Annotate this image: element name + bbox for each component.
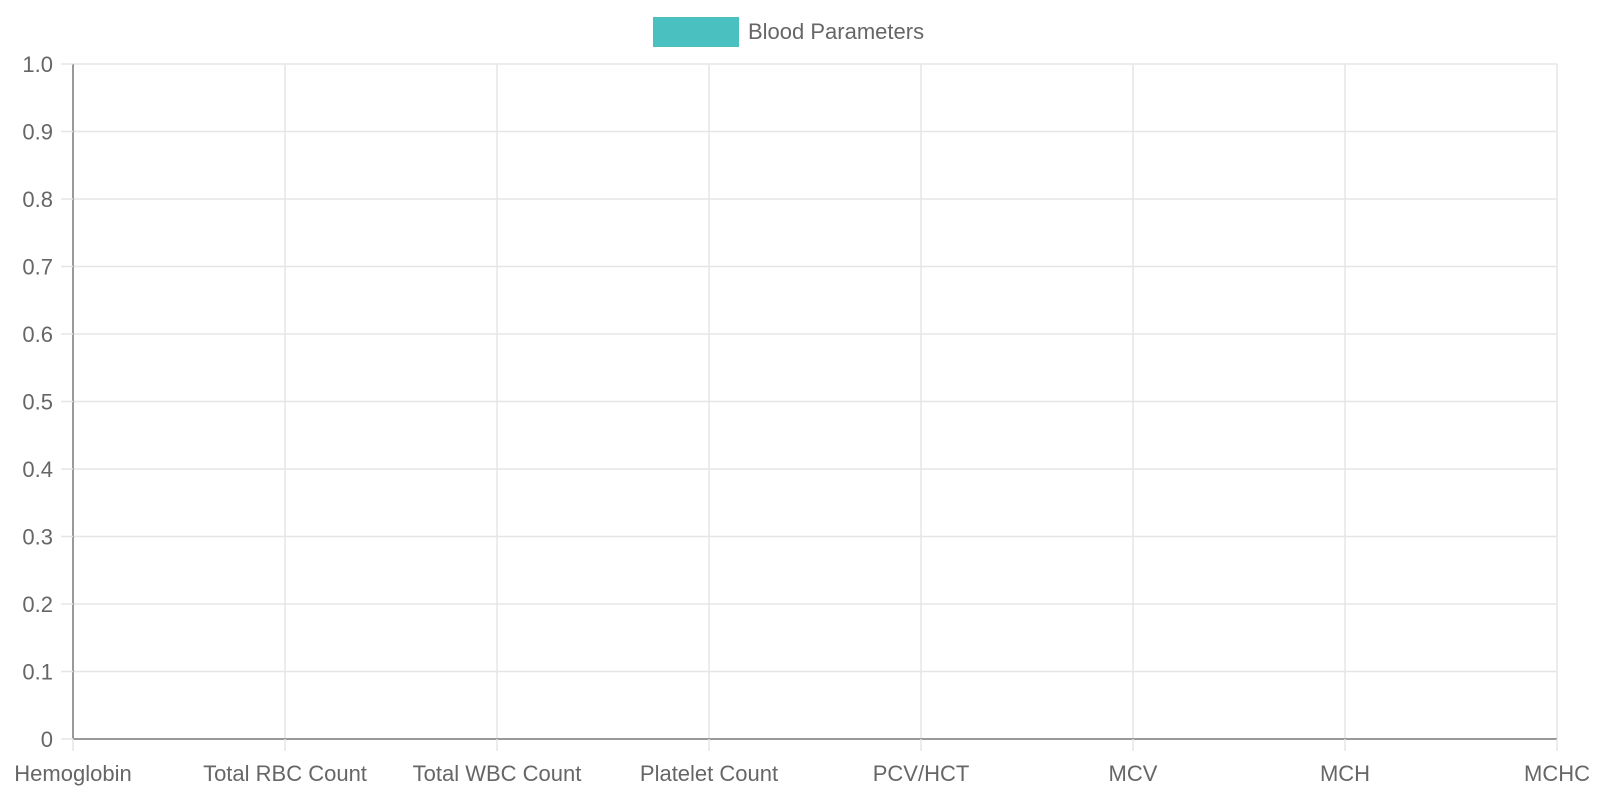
legend-label[interactable]: Blood Parameters (748, 19, 924, 44)
y-tick-label: 0 (41, 727, 53, 752)
legend-swatch[interactable] (653, 17, 739, 47)
y-tick-label: 0.1 (22, 660, 53, 685)
x-tick-label: MCV (1109, 761, 1158, 786)
y-tick-label: 0.4 (22, 457, 53, 482)
legend[interactable]: Blood Parameters (653, 17, 924, 47)
y-tick-label: 0.6 (22, 322, 53, 347)
x-tick-label: Hemoglobin (14, 761, 131, 786)
y-tick-label: 1.0 (22, 52, 53, 77)
x-tick-label: Platelet Count (640, 761, 778, 786)
y-tick-label: 0.2 (22, 592, 53, 617)
x-tick-label: MCHC (1524, 761, 1590, 786)
x-axis-ticks: Hemoglobin Total RBC Count Total WBC Count… (14, 739, 1590, 786)
y-tick-label: 0.7 (22, 255, 53, 280)
y-tick-label: 0.8 (22, 187, 53, 212)
x-tick-label: MCH (1320, 761, 1370, 786)
y-tick-label: 0.3 (22, 525, 53, 550)
x-tick-label: PCV/HCT (873, 761, 970, 786)
x-tick-label: Total RBC Count (203, 761, 367, 786)
y-axis-ticks: 0 0.1 0.2 0.3 0.4 0.5 0.6 0.7 0.8 0.9 1.0 (22, 52, 73, 752)
y-tick-label: 0.5 (22, 390, 53, 415)
grid (73, 63, 1558, 739)
x-tick-label: Total WBC Count (413, 761, 582, 786)
y-tick-label: 0.9 (22, 120, 53, 145)
